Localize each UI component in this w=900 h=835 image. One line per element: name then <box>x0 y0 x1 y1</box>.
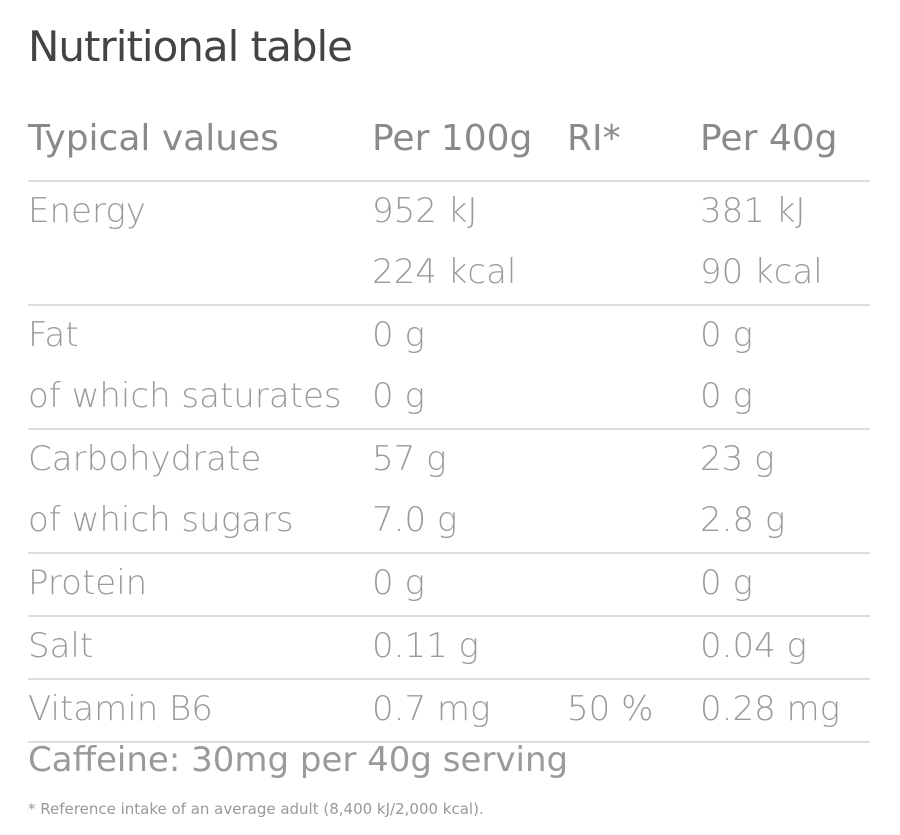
per-100g-value: 0.11 g <box>372 626 479 666</box>
nutrient-name: Vitamin B6 <box>28 689 213 729</box>
nutrient-group: Fat 0 g 0 g of which saturates 0 g 0 g <box>28 306 870 430</box>
per-40g-value: 0 g <box>700 376 753 416</box>
nutrient-name: Protein <box>28 563 148 603</box>
nutrient-group: Vitamin B6 0.7 mg 50 % 0.28 mg <box>28 680 870 743</box>
per-40g-value: 381 kJ <box>700 191 806 231</box>
header-per-40g: Per 40g <box>700 118 838 159</box>
header-ri: RI* <box>567 118 621 159</box>
per-40g-value: 23 g <box>700 439 775 479</box>
per-100g-value: 952 kJ <box>372 191 478 231</box>
nutrient-name: Salt <box>28 626 94 666</box>
header-per-100g: Per 100g <box>372 118 533 159</box>
table-row: Fat 0 g 0 g <box>28 306 870 367</box>
nutrient-group: Carbohydrate 57 g 23 g of which sugars 7.0 g… <box>28 430 870 554</box>
nutrient-name: of which saturates <box>28 376 342 416</box>
table-row: of which sugars 7.0 g 2.8 g <box>28 491 870 552</box>
table-row: Energy 952 kJ 381 kJ <box>28 182 870 243</box>
page-title: Nutritional table <box>28 22 353 71</box>
nutrient-name: Carbohydrate <box>28 439 262 479</box>
header-typical-values: Typical values <box>28 118 279 159</box>
per-100g-value: 0 g <box>372 315 425 355</box>
caffeine-note: Caffeine: 30mg per 40g serving <box>28 740 569 780</box>
per-40g-value: 2.8 g <box>700 500 786 540</box>
per-40g-value: 0.04 g <box>700 626 807 666</box>
nutrition-table: Typical values Per 100g RI* Per 40g Ener… <box>28 108 870 743</box>
nutrient-group: Protein 0 g 0 g <box>28 554 870 617</box>
footnote: * Reference intake of an average adult (… <box>28 800 484 818</box>
table-row: Salt 0.11 g 0.04 g <box>28 617 870 678</box>
table-header: Typical values Per 100g RI* Per 40g <box>28 108 870 182</box>
per-100g-value: 57 g <box>372 439 447 479</box>
per-100g-value: 7.0 g <box>372 500 458 540</box>
nutrient-name: Fat <box>28 315 79 355</box>
per-40g-value: 90 kcal <box>700 252 823 292</box>
table-row: Protein 0 g 0 g <box>28 554 870 615</box>
per-40g-value: 0 g <box>700 563 753 603</box>
nutrient-group: Salt 0.11 g 0.04 g <box>28 617 870 680</box>
per-40g-value: 0.28 mg <box>700 689 841 729</box>
nutrient-name: Energy <box>28 191 146 231</box>
nutrient-name: of which sugars <box>28 500 294 540</box>
table-row: Carbohydrate 57 g 23 g <box>28 430 870 491</box>
table-row: of which saturates 0 g 0 g <box>28 367 870 428</box>
ri-value: 50 % <box>567 689 654 729</box>
per-100g-value: 0 g <box>372 376 425 416</box>
per-40g-value: 0 g <box>700 315 753 355</box>
per-100g-value: 0.7 mg <box>372 689 491 729</box>
per-100g-value: 0 g <box>372 563 425 603</box>
nutrient-group: Energy 952 kJ 381 kJ 224 kcal 90 kcal <box>28 182 870 306</box>
table-row: Vitamin B6 0.7 mg 50 % 0.28 mg <box>28 680 870 741</box>
per-100g-value: 224 kcal <box>372 252 517 292</box>
table-row: 224 kcal 90 kcal <box>28 243 870 304</box>
